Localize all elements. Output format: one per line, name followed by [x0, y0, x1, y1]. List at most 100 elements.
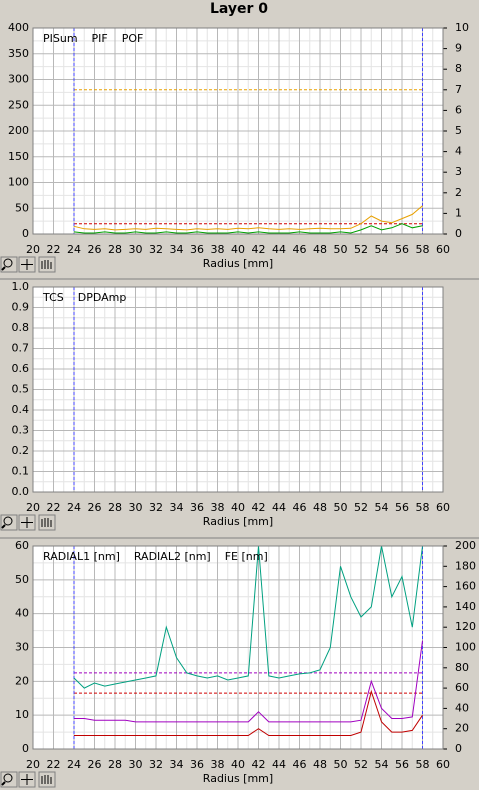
- x-tick-label: 22: [47, 758, 61, 771]
- pan-button[interactable]: [38, 514, 56, 531]
- x-tick-label: 58: [416, 501, 430, 514]
- y-tick-label: 20: [15, 674, 29, 687]
- legend-entry: PIF: [92, 32, 108, 45]
- x-tick-label: 26: [88, 758, 102, 771]
- pan-button[interactable]: [38, 771, 56, 788]
- y-tick-label: 0: [22, 227, 29, 240]
- x-tick-label: 60: [436, 243, 450, 256]
- y-tick-label: 40: [15, 607, 29, 620]
- y2-tick-label: 2: [455, 186, 462, 199]
- x-tick-label: 24: [67, 501, 81, 514]
- legend-entry: RADIAL2 [nm]: [134, 550, 211, 563]
- x-tick-label: 40: [231, 501, 245, 514]
- y2-tick-label: 8: [455, 62, 462, 75]
- x-tick-label: 60: [436, 501, 450, 514]
- y-tick-label: 1.0: [12, 280, 30, 293]
- y-tick-label: 300: [8, 73, 29, 86]
- y2-tick-label: 80: [455, 661, 469, 674]
- x-tick-label: 22: [47, 501, 61, 514]
- y-tick-label: 200: [8, 124, 29, 137]
- x-axis-label: Radius [mm]: [203, 257, 273, 270]
- y2-tick-label: 9: [455, 42, 462, 55]
- x-tick-label: 30: [129, 758, 143, 771]
- pan-icon: [41, 775, 52, 784]
- y-tick-label: 0.0: [12, 485, 30, 498]
- x-tick-label: 28: [108, 243, 122, 256]
- y2-tick-label: 60: [455, 681, 469, 694]
- x-tick-label: 58: [416, 243, 430, 256]
- y-tick-label: 50: [15, 201, 29, 214]
- y-tick-label: 250: [8, 98, 29, 111]
- window-title: Layer 0: [210, 1, 268, 17]
- y2-tick-label: 140: [455, 600, 476, 613]
- y-tick-label: 0.1: [12, 465, 30, 478]
- series-line: [74, 640, 423, 723]
- x-tick-label: 48: [313, 758, 327, 771]
- y2-tick-label: 100: [455, 641, 476, 654]
- x-tick-label: 26: [88, 501, 102, 514]
- y2-tick-label: 4: [455, 145, 462, 158]
- x-tick-label: 24: [67, 243, 81, 256]
- legend-entry: TCS: [42, 291, 64, 304]
- x-tick-label: 52: [354, 758, 368, 771]
- x-tick-label: 28: [108, 758, 122, 771]
- y2-tick-label: 180: [455, 559, 476, 572]
- x-tick-label: 36: [190, 243, 204, 256]
- y2-tick-label: 200: [455, 539, 476, 552]
- cross-icon: [21, 774, 33, 785]
- y2-tick-label: 0: [455, 227, 462, 240]
- x-tick-label: 30: [129, 243, 143, 256]
- y2-tick-label: 0: [455, 742, 462, 755]
- y-tick-label: 0.4: [12, 403, 30, 416]
- x-tick-label: 32: [149, 243, 163, 256]
- y-tick-label: 0.3: [12, 424, 30, 437]
- x-tick-label: 20: [26, 243, 40, 256]
- cross-icon: [21, 517, 33, 528]
- series-line: [73, 205, 423, 231]
- x-tick-label: 42: [252, 243, 266, 256]
- y-tick-label: 30: [15, 641, 29, 654]
- y2-tick-label: 40: [455, 701, 469, 714]
- x-tick-label: 48: [313, 501, 327, 514]
- series-line: [73, 545, 423, 689]
- y2-tick-label: 7: [455, 83, 462, 96]
- x-tick-label: 56: [395, 758, 409, 771]
- x-tick-label: 46: [293, 758, 307, 771]
- x-tick-label: 60: [436, 758, 450, 771]
- x-tick-label: 34: [170, 501, 184, 514]
- y2-tick-label: 120: [455, 620, 476, 633]
- y-tick-label: 0: [22, 742, 29, 755]
- x-tick-label: 32: [149, 758, 163, 771]
- y-tick-label: 60: [15, 539, 29, 552]
- x-tick-label: 48: [313, 243, 327, 256]
- y-tick-label: 0.8: [12, 321, 30, 334]
- series-line: [73, 223, 423, 234]
- x-tick-label: 38: [211, 501, 225, 514]
- x-tick-label: 46: [293, 501, 307, 514]
- y-tick-label: 10: [15, 708, 29, 721]
- x-tick-label: 40: [231, 243, 245, 256]
- x-axis-label: Radius [mm]: [203, 515, 273, 528]
- x-tick-label: 44: [272, 501, 286, 514]
- x-tick-label: 50: [334, 758, 348, 771]
- x-tick-label: 52: [354, 501, 368, 514]
- x-tick-label: 50: [334, 243, 348, 256]
- x-tick-label: 50: [334, 501, 348, 514]
- x-tick-label: 40: [231, 758, 245, 771]
- x-tick-label: 20: [26, 758, 40, 771]
- y2-tick-label: 5: [455, 124, 462, 137]
- plot-frame: [32, 545, 444, 750]
- zoom-icon: [3, 773, 13, 783]
- x-tick-label: 38: [211, 243, 225, 256]
- x-tick-label: 36: [190, 758, 204, 771]
- x-tick-label: 54: [375, 243, 389, 256]
- legend-entry: DPDAmp: [78, 291, 127, 304]
- x-tick-label: 38: [211, 758, 225, 771]
- zoom-icon: [1, 781, 6, 786]
- pan-button[interactable]: [38, 256, 56, 273]
- x-tick-label: 58: [416, 758, 430, 771]
- x-tick-label: 30: [129, 501, 143, 514]
- x-tick-label: 44: [272, 758, 286, 771]
- y-tick-label: 400: [8, 21, 29, 34]
